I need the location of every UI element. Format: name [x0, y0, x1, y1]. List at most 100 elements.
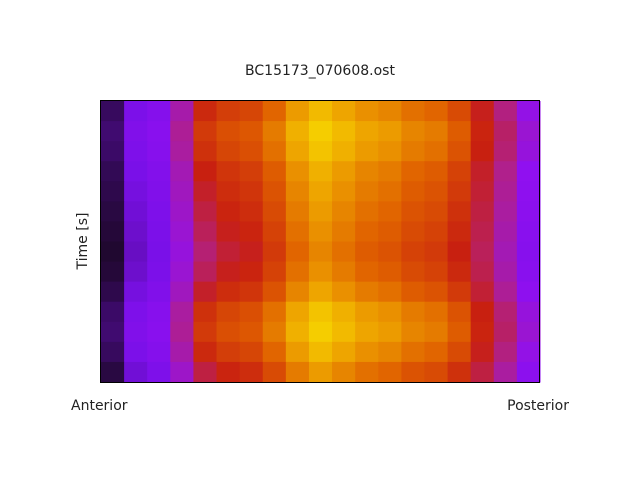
heatmap-cell [308, 361, 333, 383]
heatmap-cell [378, 341, 402, 363]
heatmap-cell [147, 221, 171, 242]
heatmap-cell [516, 121, 541, 142]
heatmap-cells [101, 101, 541, 383]
heatmap-cell [516, 301, 541, 323]
heatmap-cell [124, 241, 148, 263]
heatmap-cell [239, 241, 264, 263]
heatmap-cell [493, 321, 518, 343]
heatmap-cell [147, 261, 171, 283]
heatmap-cell [124, 301, 148, 323]
heatmap-cell [193, 241, 218, 263]
heatmap-cell [193, 201, 218, 222]
heatmap-cell [262, 301, 287, 323]
heatmap-cell [355, 301, 379, 323]
heatmap-cell [308, 341, 333, 363]
heatmap-cell [262, 161, 287, 182]
heatmap-cell [332, 261, 356, 283]
heatmap-cell [516, 201, 541, 222]
heatmap-cell [493, 361, 518, 383]
heatmap-cell [470, 321, 495, 343]
heatmap-cell [170, 241, 194, 263]
heatmap-cell [332, 161, 356, 182]
heatmap-cell [308, 221, 333, 242]
heatmap-cell [170, 261, 194, 283]
heatmap-cell [401, 361, 425, 383]
heatmap-cell [470, 101, 495, 122]
heatmap-cell [493, 181, 518, 202]
heatmap-cell [170, 221, 194, 242]
heatmap-cell [124, 341, 148, 363]
heatmap-cell [285, 281, 310, 303]
heatmap-cell [355, 141, 379, 162]
heatmap-cell [378, 141, 402, 162]
heatmap-cell [378, 161, 402, 182]
heatmap-cell [216, 361, 241, 383]
heatmap-cell [239, 201, 264, 222]
heatmap-cell [355, 121, 379, 142]
heatmap-cell [493, 261, 518, 283]
heatmap-cell [193, 301, 218, 323]
heatmap-cell [216, 101, 241, 122]
heatmap-cell [216, 241, 241, 263]
heatmap-cell [147, 281, 171, 303]
heatmap-cell [262, 101, 287, 122]
heatmap-cell [262, 361, 287, 383]
heatmap-cell [378, 361, 402, 383]
heatmap-cell [424, 361, 449, 383]
heatmap-cell [516, 321, 541, 343]
heatmap-cell [147, 161, 171, 182]
heatmap-cell [308, 261, 333, 283]
heatmap-cell [332, 301, 356, 323]
heatmap-cell [285, 221, 310, 242]
heatmap-cell [308, 141, 333, 162]
heatmap-cell [170, 141, 194, 162]
heatmap-cell [193, 121, 218, 142]
heatmap-cell [424, 281, 449, 303]
heatmap-cell [470, 301, 495, 323]
heatmap-cell [401, 241, 425, 263]
heatmap-cell [378, 181, 402, 202]
heatmap-cell [378, 101, 402, 122]
heatmap-cell [239, 101, 264, 122]
heatmap-cell [285, 121, 310, 142]
heatmap-cell [124, 361, 148, 383]
heatmap-cell [470, 201, 495, 222]
heatmap-cell [332, 101, 356, 122]
heatmap-cell [101, 161, 125, 182]
heatmap-cell [447, 361, 472, 383]
heatmap-cell [447, 201, 472, 222]
heatmap-cell [355, 281, 379, 303]
heatmap-cell [262, 321, 287, 343]
heatmap-cell [216, 281, 241, 303]
heatmap-cell [447, 241, 472, 263]
heatmap-cell [147, 241, 171, 263]
heatmap-cell [239, 281, 264, 303]
heatmap-cell [447, 181, 472, 202]
heatmap-cell [101, 101, 125, 122]
heatmap-cell [170, 321, 194, 343]
heatmap-cell [239, 181, 264, 202]
heatmap-cell [147, 201, 171, 222]
heatmap-cell [424, 341, 449, 363]
heatmap-cell [378, 281, 402, 303]
heatmap-cell [170, 101, 194, 122]
heatmap-cell [516, 261, 541, 283]
heatmap-cell [355, 221, 379, 242]
heatmap-cell [332, 341, 356, 363]
plot-frame [100, 100, 540, 383]
heatmap-cell [216, 121, 241, 142]
heatmap-cell [101, 141, 125, 162]
heatmap-cell [285, 261, 310, 283]
heatmap-cell [447, 101, 472, 122]
heatmap-cell [216, 261, 241, 283]
heatmap-cell [193, 141, 218, 162]
heatmap-cell [401, 301, 425, 323]
annotation: Posterior [507, 398, 569, 414]
heatmap-cell [308, 241, 333, 263]
heatmap-cell [124, 221, 148, 242]
heatmap-cell [447, 161, 472, 182]
heatmap-cell [239, 141, 264, 162]
heatmap-cell [332, 221, 356, 242]
heatmap-cell [285, 201, 310, 222]
